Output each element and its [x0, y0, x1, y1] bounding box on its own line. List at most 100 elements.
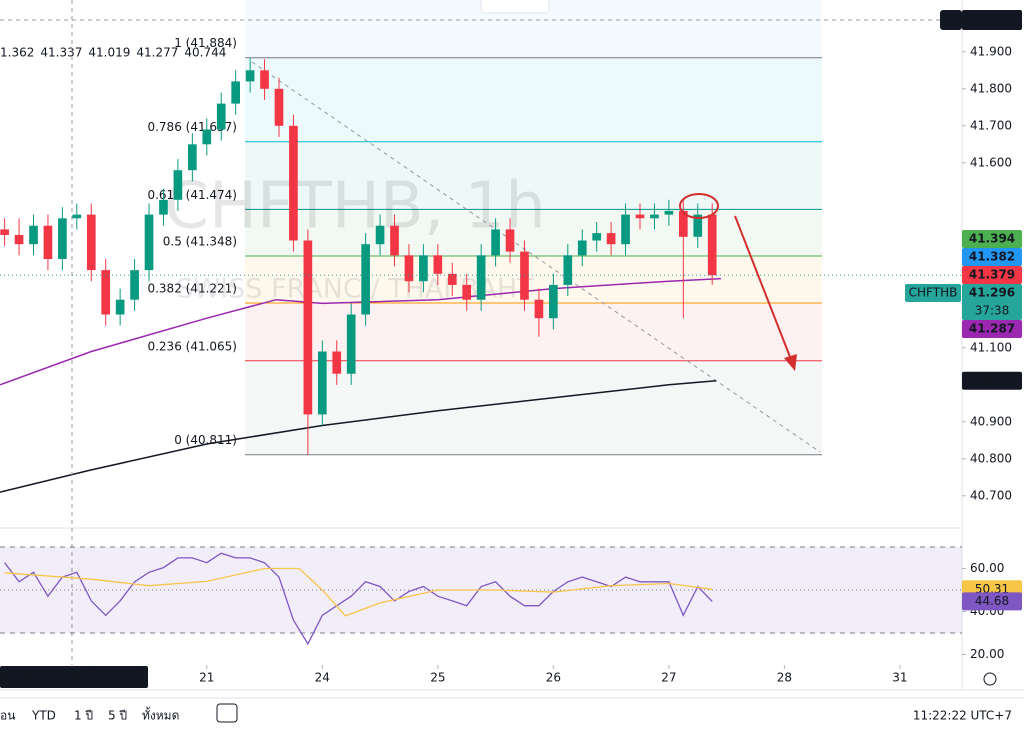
candle-body	[390, 225, 399, 256]
date-range-icon[interactable]	[216, 703, 238, 723]
range-button[interactable]: YTD	[31, 709, 56, 723]
x-tick-label: 21	[199, 671, 214, 685]
candle-body	[534, 299, 544, 319]
fib-zone	[245, 57, 822, 142]
candle-body	[693, 214, 703, 237]
candle-body	[274, 88, 284, 126]
fib-label: 0.236 (41.065)	[147, 339, 237, 353]
candle-body	[317, 351, 327, 415]
range-button[interactable]: อน	[0, 709, 15, 723]
fib-zone	[245, 209, 822, 257]
price-label: 41.382	[969, 250, 1015, 264]
price-label-box	[962, 266, 1022, 285]
price-label: 41.379	[969, 268, 1015, 282]
moving-average	[0, 277, 721, 386]
legend-value: 1.362	[0, 46, 34, 60]
y-tick-label: 41.800	[970, 81, 1012, 95]
top-toolbar-stub[interactable]	[480, 0, 550, 14]
legend-value: 40.744	[184, 46, 226, 60]
candle-body	[303, 240, 313, 415]
x-tick-label: 28	[777, 671, 792, 685]
y-tick-label: 41.700	[970, 118, 1012, 132]
candle-body	[361, 244, 370, 315]
fib-label: 1 (41.884)	[174, 36, 237, 50]
candle-body	[332, 351, 342, 374]
candle-body	[0, 229, 9, 235]
price-label: 41.287	[969, 322, 1015, 336]
symbol-label: CHFTHB	[909, 286, 958, 300]
candle-body	[29, 225, 38, 245]
candle-body	[447, 273, 457, 285]
candle-body	[462, 284, 472, 300]
x-tick-label: 25	[430, 671, 445, 685]
candle-body	[707, 214, 717, 276]
candle-body	[159, 199, 168, 215]
price-label: 41.011	[969, 373, 1015, 387]
candle-body	[14, 234, 24, 245]
candle-body	[664, 210, 674, 215]
crosshair-add-icon: ⊕	[946, 12, 956, 26]
legend-value: 41.277	[136, 46, 178, 60]
candle-body	[476, 255, 486, 300]
candle-body	[130, 270, 139, 300]
candle-body	[419, 255, 428, 282]
crosshair-time-box	[0, 666, 148, 688]
watermark-subtitle: SWISS FRANC / THAI BAHT	[176, 274, 534, 305]
fib-zone	[245, 141, 822, 210]
price-label: 41.394	[969, 232, 1015, 246]
moving-average	[0, 379, 717, 493]
crosshair-price-box	[962, 9, 1022, 30]
fib-label: 0.382 (41.221)	[147, 282, 237, 296]
candle-body	[231, 81, 240, 104]
y-tick-label: 41.900	[970, 44, 1012, 58]
price-label: 41.296	[969, 286, 1015, 300]
arrow-head	[784, 354, 797, 371]
x-tick-label: 27	[661, 671, 676, 685]
highlight-circle	[679, 193, 719, 219]
price-label-box	[962, 248, 1022, 267]
crosshair-add-button[interactable]	[940, 9, 962, 30]
candle-body	[115, 299, 125, 315]
candle-body	[650, 214, 659, 219]
rsi-line	[4, 552, 713, 646]
clock: 11:22:22 UTC+7	[913, 709, 1012, 723]
candle-body	[621, 214, 630, 245]
y-tick-label: 40.800	[970, 451, 1012, 465]
rsi-line	[4, 567, 713, 617]
crosshair-time: พฤ. 19 มี.ค. '26 20:00	[6, 670, 143, 684]
price-label-box	[962, 230, 1022, 249]
candle-body	[375, 225, 385, 245]
candle-body	[101, 270, 111, 315]
candle-body	[43, 225, 53, 260]
candle-body	[606, 233, 616, 245]
rsi-price-label: 44.68	[975, 594, 1009, 608]
x-tick-label: 26	[546, 671, 561, 685]
candle-body	[549, 284, 558, 319]
price-label-box	[962, 284, 1022, 321]
y-tick-label: 40.700	[970, 488, 1012, 502]
candle-body	[86, 214, 96, 271]
candle-body	[173, 170, 183, 200]
legend-value: 41.019	[88, 46, 130, 60]
x-tick-label: 31	[892, 671, 907, 685]
candle-body	[592, 233, 602, 241]
candle-body	[202, 129, 212, 145]
y-tick-label: 40.900	[970, 414, 1012, 428]
range-button[interactable]: 1 ปี	[74, 709, 93, 723]
fib-label: 0.618 (41.474)	[147, 188, 237, 202]
candle-body	[216, 103, 226, 130]
price-label-box	[962, 371, 1022, 390]
range-button[interactable]: 5 ปี	[108, 709, 127, 723]
legend-value: 41.337	[40, 46, 82, 60]
settings-icon[interactable]	[983, 672, 997, 686]
candle-body	[635, 214, 645, 219]
y-tick-label: 41.100	[970, 340, 1012, 354]
candle-body	[433, 255, 443, 274]
fib-label: 0.786 (41.657)	[147, 120, 237, 134]
countdown: 37:38	[975, 304, 1010, 318]
candle-body	[188, 144, 197, 171]
range-button[interactable]: ทั้งหมด	[142, 707, 179, 723]
candle-body	[245, 70, 255, 82]
